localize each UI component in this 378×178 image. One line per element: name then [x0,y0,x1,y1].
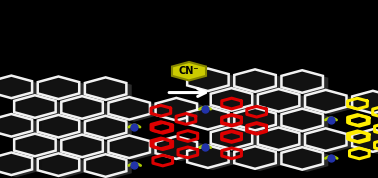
Polygon shape [215,90,257,113]
Polygon shape [305,90,347,112]
Polygon shape [352,129,378,152]
Text: CN⁻: CN⁻ [179,66,199,76]
Polygon shape [160,138,203,161]
Polygon shape [108,135,150,158]
Polygon shape [0,114,32,137]
Polygon shape [282,147,323,170]
Polygon shape [286,72,328,95]
Polygon shape [113,99,155,122]
Polygon shape [113,137,155,160]
Polygon shape [187,107,229,129]
Polygon shape [19,135,61,158]
Polygon shape [0,77,37,100]
Polygon shape [211,127,252,149]
Polygon shape [282,109,323,131]
Polygon shape [0,116,37,139]
Polygon shape [85,77,126,100]
Polygon shape [0,76,32,98]
Polygon shape [42,155,85,178]
Polygon shape [19,97,61,120]
Polygon shape [356,92,378,116]
Polygon shape [239,71,281,94]
Polygon shape [66,136,108,159]
Polygon shape [192,70,234,93]
Polygon shape [234,146,276,169]
Polygon shape [234,108,276,130]
Polygon shape [89,156,132,178]
Polygon shape [66,98,108,121]
Polygon shape [192,109,234,132]
Polygon shape [38,115,79,137]
Polygon shape [0,154,37,177]
Polygon shape [352,91,378,113]
Polygon shape [0,153,32,175]
Polygon shape [42,78,85,101]
Polygon shape [305,128,347,151]
Polygon shape [356,131,378,154]
Polygon shape [286,149,328,172]
Polygon shape [192,147,234,170]
FancyArrowPatch shape [169,89,206,96]
Polygon shape [258,89,299,112]
Polygon shape [156,98,197,121]
Polygon shape [85,154,126,177]
Polygon shape [89,79,132,102]
Polygon shape [282,70,323,93]
Polygon shape [160,100,203,123]
Polygon shape [239,109,281,133]
Polygon shape [262,91,305,114]
Polygon shape [108,97,150,120]
Polygon shape [89,117,132,141]
Polygon shape [61,96,103,119]
Polygon shape [156,136,197,159]
Polygon shape [14,134,56,156]
Polygon shape [310,91,352,115]
Polygon shape [172,62,206,80]
Polygon shape [38,77,79,99]
Polygon shape [42,117,85,140]
Polygon shape [262,129,305,152]
Polygon shape [14,95,56,118]
Polygon shape [310,130,352,153]
Polygon shape [286,110,328,134]
Polygon shape [211,88,252,111]
Polygon shape [239,148,281,171]
Polygon shape [234,69,276,92]
Polygon shape [187,145,229,168]
Polygon shape [61,135,103,157]
Polygon shape [38,153,79,176]
Polygon shape [215,128,257,151]
Polygon shape [187,69,229,91]
Polygon shape [258,127,299,150]
Polygon shape [85,116,126,138]
